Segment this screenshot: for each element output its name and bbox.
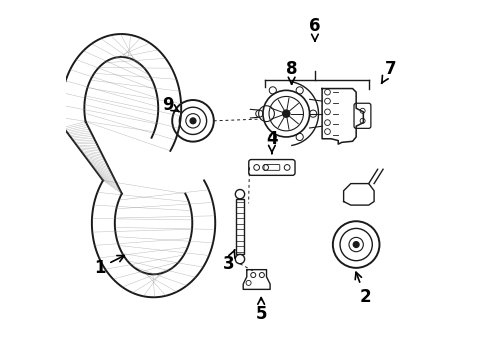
Circle shape: [283, 110, 290, 117]
Text: 5: 5: [255, 298, 267, 324]
Bar: [236, 199, 244, 255]
Text: 9: 9: [162, 96, 179, 114]
Circle shape: [353, 242, 359, 247]
Text: 1: 1: [94, 256, 124, 277]
Circle shape: [235, 189, 245, 199]
Text: 2: 2: [355, 272, 371, 306]
Circle shape: [340, 228, 372, 261]
Circle shape: [190, 118, 196, 124]
Text: 8: 8: [286, 60, 297, 84]
Circle shape: [235, 255, 245, 264]
Text: 3: 3: [223, 250, 235, 273]
Text: 7: 7: [382, 60, 396, 83]
Text: 4: 4: [266, 130, 278, 153]
Text: 6: 6: [309, 17, 320, 41]
Circle shape: [179, 107, 207, 134]
